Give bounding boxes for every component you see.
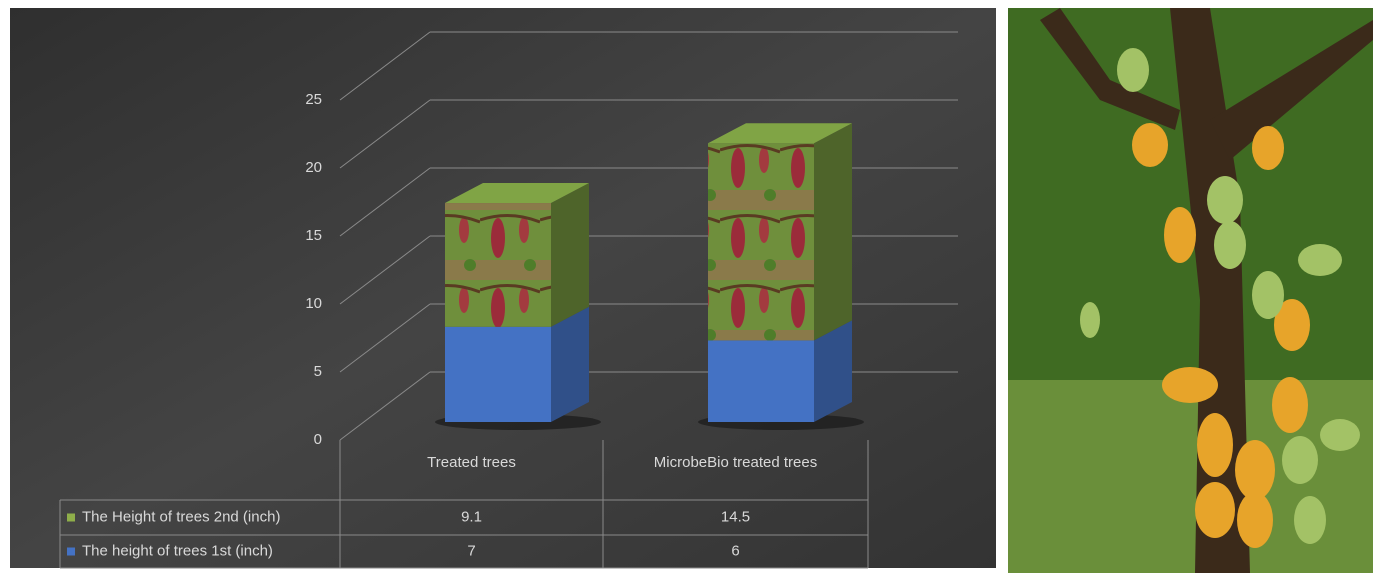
- bar-side: [814, 123, 852, 341]
- y-tick-label: 20: [305, 159, 322, 176]
- table-value: 9.1: [461, 508, 482, 525]
- grid-line: [339, 99, 431, 169]
- x-tick-label: Treated trees: [427, 454, 516, 471]
- y-tick-label: 25: [305, 91, 322, 108]
- photo: [1008, 8, 1373, 573]
- y-tick-label: 5: [314, 363, 322, 380]
- grid-line: [339, 303, 431, 373]
- y-tick-label: 10: [305, 295, 322, 312]
- grid-line: [339, 167, 431, 237]
- chart: 0 5 10 15 20 25 Treated trees MicrobeBio treate…: [59, 31, 958, 569]
- table-value: 14.5: [721, 508, 750, 525]
- legend-label: The Height of trees 2nd (inch): [82, 508, 280, 525]
- legend-label: The height of trees 1st (inch): [82, 542, 273, 559]
- bar-side: [551, 306, 589, 422]
- legend-key: [67, 547, 75, 556]
- bar: [445, 203, 551, 327]
- bar-side: [814, 320, 852, 422]
- bar: [445, 326, 551, 422]
- bar: [708, 340, 814, 422]
- bar-top: [445, 183, 589, 204]
- grid-line: [339, 371, 431, 441]
- table-value: 6: [731, 542, 739, 559]
- bar-top: [708, 123, 852, 144]
- table-value: 7: [467, 542, 475, 559]
- bar: [708, 143, 814, 341]
- grid-line: [339, 235, 431, 305]
- y-tick-label: 15: [305, 227, 322, 244]
- y-tick-label: 0: [314, 431, 322, 448]
- bar-side: [551, 183, 589, 327]
- x-tick-label: MicrobeBio treated trees: [654, 454, 817, 471]
- legend-key: [67, 513, 75, 522]
- grid-line: [339, 31, 431, 101]
